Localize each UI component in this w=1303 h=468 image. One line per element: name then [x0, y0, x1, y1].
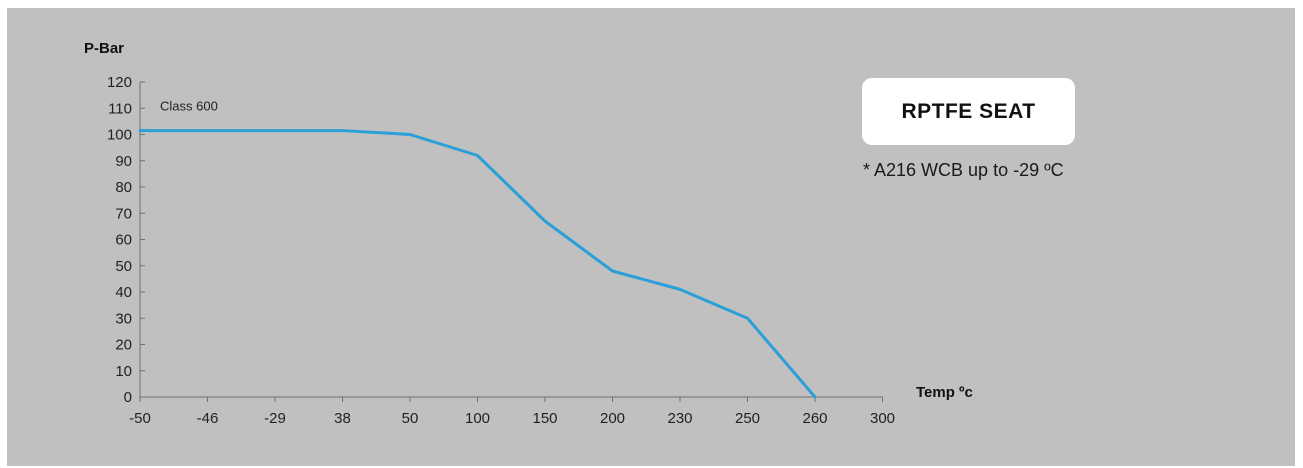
x-tick-label: -29 — [264, 410, 286, 427]
seat-type-title: RPTFE SEAT — [901, 99, 1036, 123]
y-tick-label: 0 — [124, 389, 132, 406]
x-tick-label: 50 — [402, 410, 419, 427]
series-layer: Class 600 — [138, 99, 817, 399]
x-tick-label: 100 — [465, 410, 490, 427]
y-axis-title: P-Bar — [84, 40, 124, 57]
y-tick-label: 50 — [115, 258, 132, 275]
x-tick-label: 250 — [735, 410, 760, 427]
y-tick-label: 100 — [107, 127, 132, 144]
y-tick-label: 40 — [115, 284, 132, 301]
x-tick-label: 260 — [802, 410, 827, 427]
series-label: Class 600 — [160, 99, 218, 114]
seat-type-box: RPTFE SEAT — [862, 78, 1075, 145]
y-tick-label: 90 — [115, 153, 132, 170]
x-tick-label: -46 — [197, 410, 219, 427]
ticks: 0 10 20 30 40 50 60 70 80 90 100 110 120 -50 -46 -29 38 5… — [107, 74, 895, 427]
x-tick-label: 150 — [532, 410, 557, 427]
x-tick-label: 200 — [600, 410, 625, 427]
y-tick-label: 60 — [115, 232, 132, 249]
material-note: * A216 WCB up to -29 ºC — [863, 160, 1064, 180]
y-tick-label: 110 — [108, 100, 132, 117]
y-tick-label: 20 — [115, 337, 132, 354]
y-tick-label: 80 — [115, 179, 132, 196]
y-tick-label: 70 — [115, 205, 132, 222]
y-tick-label: 30 — [115, 310, 132, 327]
x-tick-label: 300 — [870, 410, 895, 427]
y-tick-label: 120 — [107, 74, 132, 91]
y-tick-label: 10 — [115, 363, 132, 380]
pressure-temperature-chart: 0 10 20 30 40 50 60 70 80 90 100 110 120 -50 -46 -29 38 5… — [84, 40, 973, 427]
x-axis-title: Temp ºc — [916, 384, 973, 401]
series-line — [138, 129, 817, 399]
x-tick-label: -50 — [129, 410, 151, 427]
x-tick-label: 38 — [334, 410, 351, 427]
chart-panel: 0 10 20 30 40 50 60 70 80 90 100 110 120 -50 -46 -29 38 5… — [7, 8, 1295, 466]
x-tick-label: 230 — [667, 410, 692, 427]
